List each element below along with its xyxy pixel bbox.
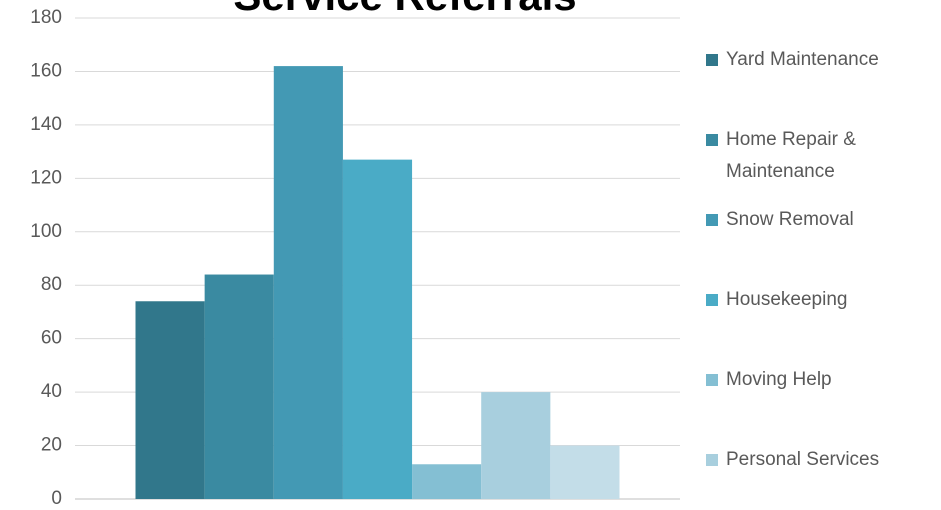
legend-label: Snow Removal — [726, 209, 854, 230]
bar — [273, 66, 343, 499]
bar — [135, 301, 205, 499]
legend-swatch — [706, 374, 718, 386]
y-tick-label: 120 — [30, 167, 62, 188]
legend-swatch — [706, 214, 718, 226]
legend-item: Snow Removal — [706, 209, 854, 230]
legend-item: Yard Maintenance — [706, 49, 879, 70]
y-tick-label: 100 — [30, 221, 62, 242]
legend-swatch — [706, 294, 718, 306]
y-tick-label: 20 — [41, 435, 62, 456]
y-tick-label: 60 — [41, 328, 62, 349]
chart-title: Service Referrals — [233, 0, 576, 19]
legend-swatch — [706, 54, 718, 66]
legend-swatch — [706, 134, 718, 146]
legend-item: Personal Services — [706, 449, 879, 470]
legend-item: Moving Help — [706, 369, 832, 390]
legend-label-line: Maintenance — [726, 161, 835, 182]
bar — [550, 445, 620, 499]
bar — [342, 159, 413, 499]
legend-item: Home Repair & Maintenance — [706, 129, 856, 182]
bar — [481, 392, 551, 499]
legend-label: Yard Maintenance — [726, 49, 879, 70]
legend-label: Moving Help — [726, 369, 832, 390]
y-tick-label: 80 — [41, 274, 62, 295]
legend-label: Home Repair & Maintenance — [726, 129, 856, 182]
y-tick-label: 40 — [41, 381, 62, 402]
legend-item: Housekeeping — [706, 289, 847, 310]
bar — [412, 464, 482, 499]
legend-label: Personal Services — [726, 449, 879, 470]
legend-label: Housekeeping — [726, 289, 847, 310]
y-tick-label: 0 — [51, 488, 62, 509]
y-tick-label: 140 — [30, 114, 62, 135]
legend-label-line: Home Repair & — [726, 129, 856, 150]
y-tick-label: 160 — [30, 60, 62, 81]
y-tick-label: 180 — [30, 7, 62, 28]
legend-swatch — [706, 454, 718, 466]
bar — [204, 274, 274, 499]
